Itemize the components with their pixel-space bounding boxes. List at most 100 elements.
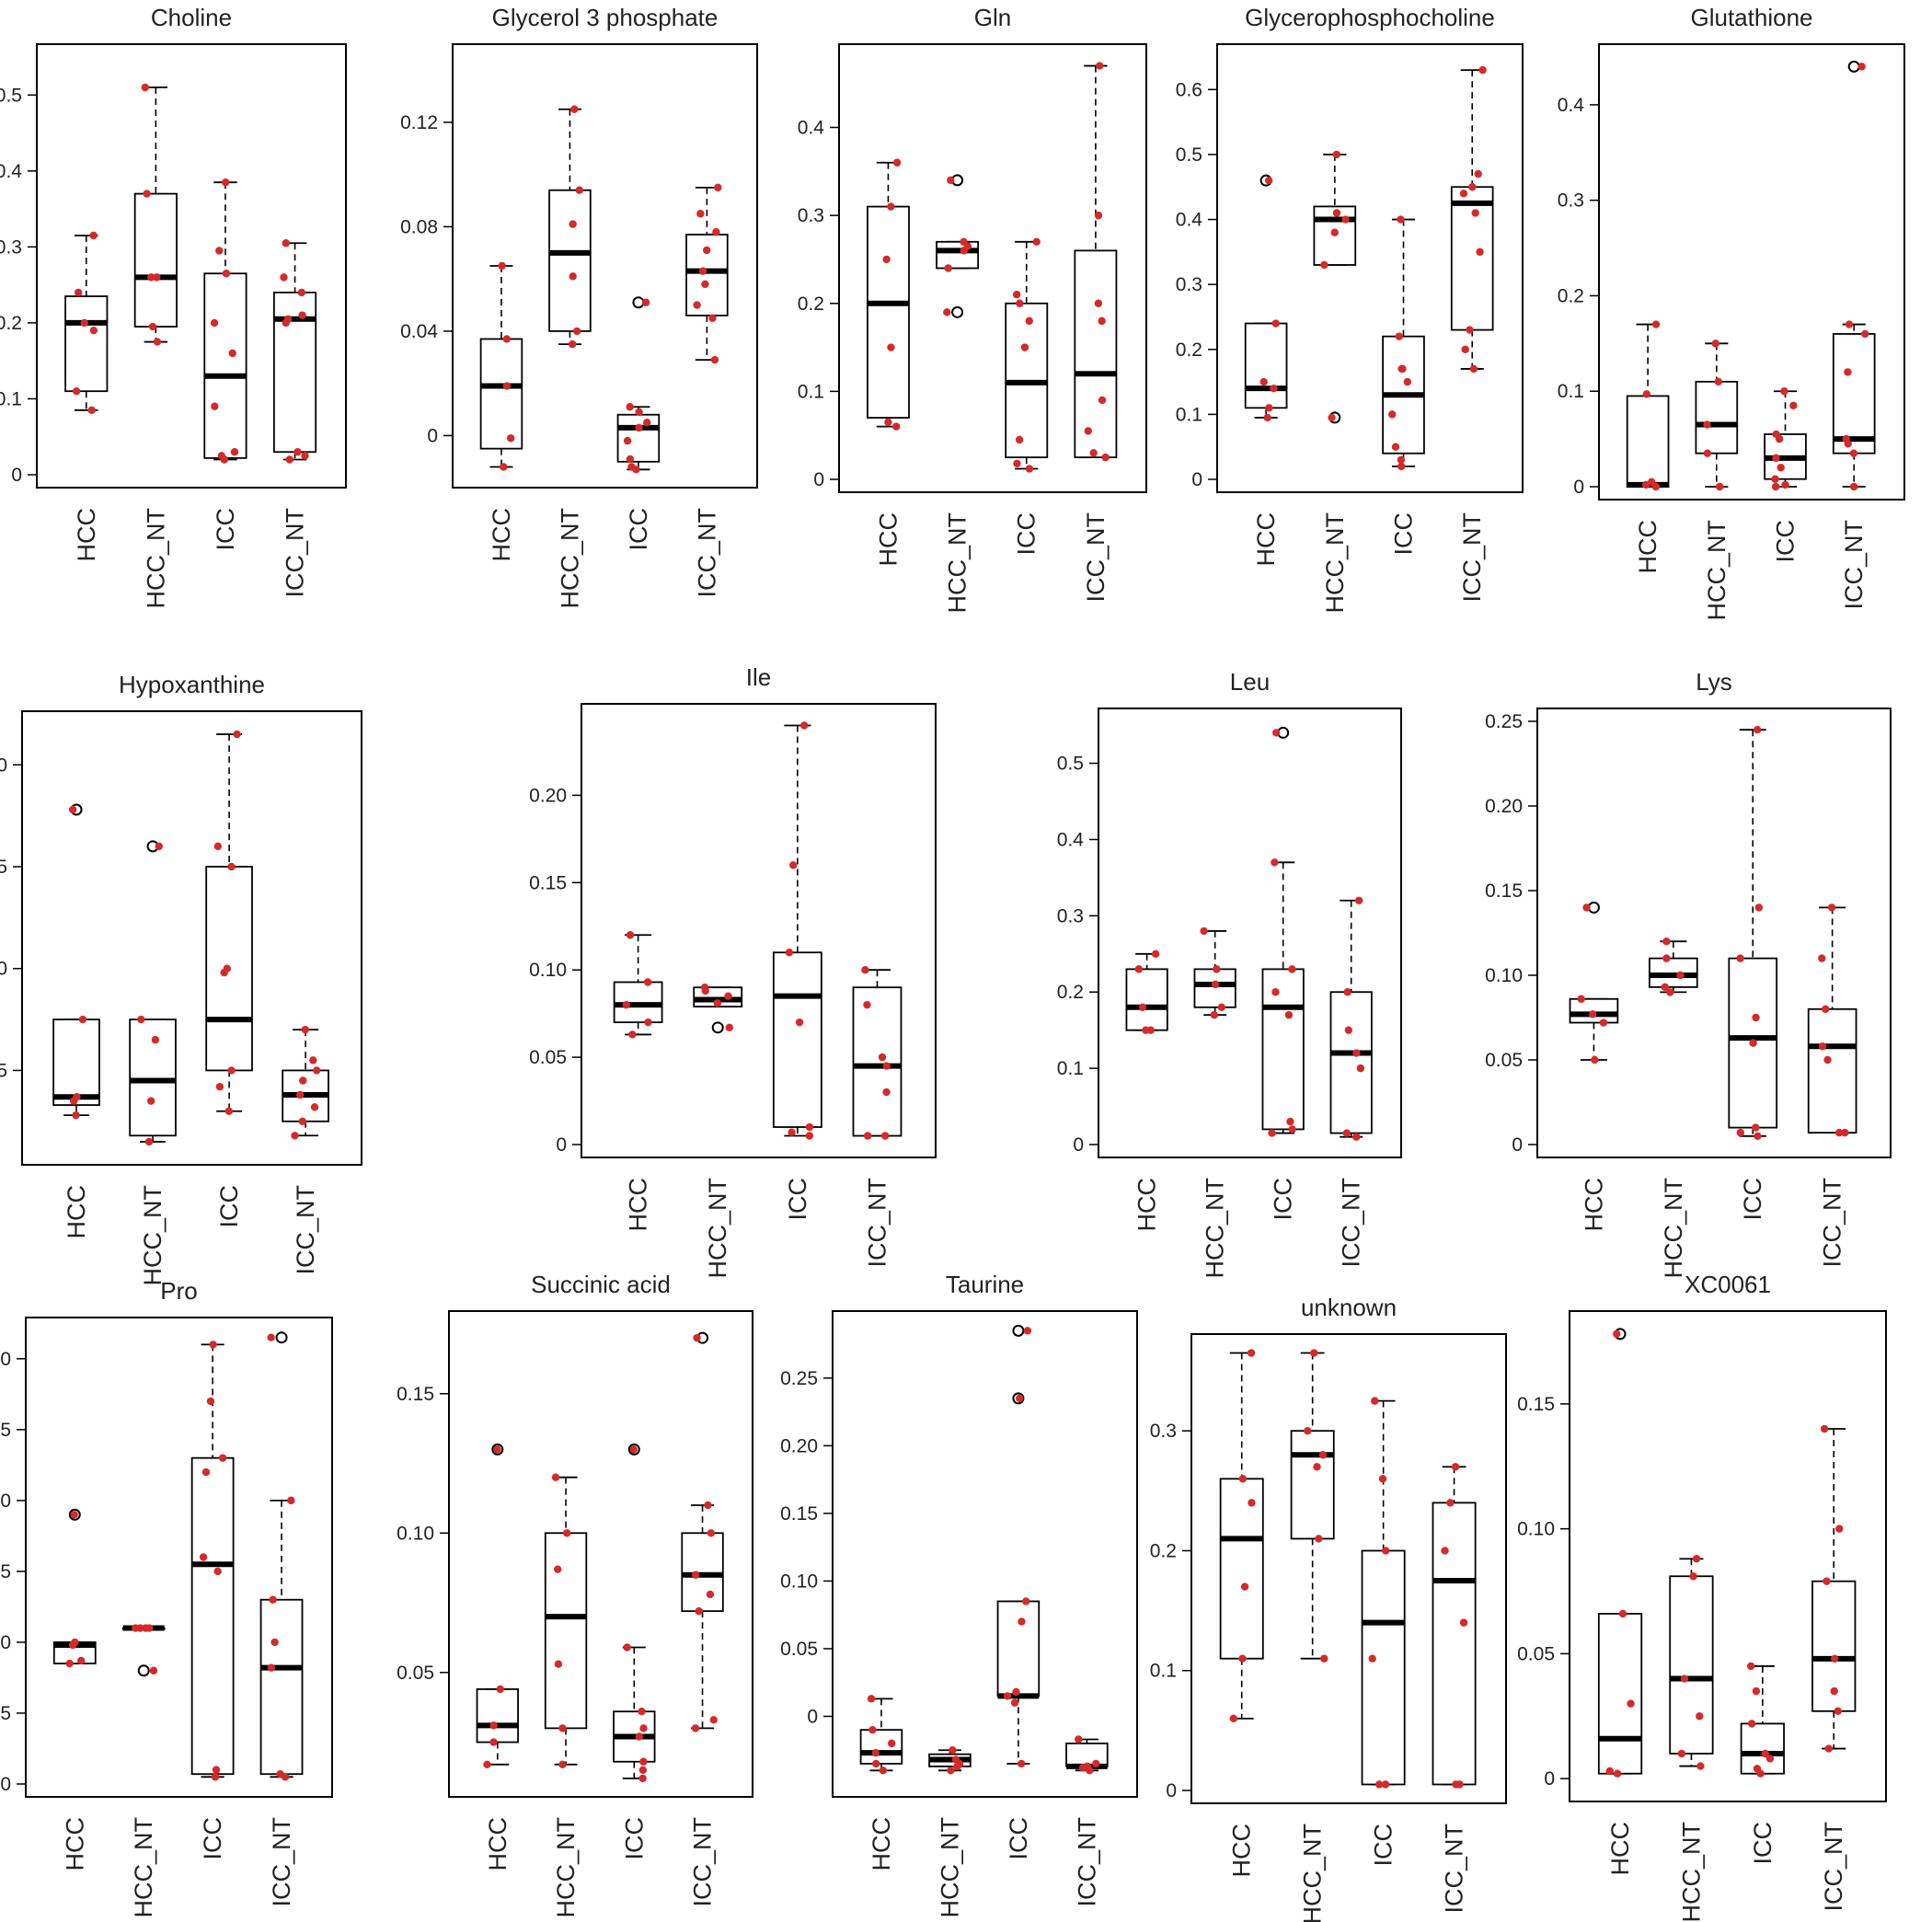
box-ICC	[772, 721, 822, 1140]
data-point	[892, 158, 902, 167]
data-point	[1692, 1555, 1701, 1563]
x-category-label: ICC_NT	[1073, 1817, 1100, 1907]
data-point	[626, 403, 634, 411]
data-point	[489, 1738, 498, 1746]
x-category-label: ICC	[1772, 520, 1800, 563]
data-point	[635, 423, 643, 432]
data-point	[644, 1018, 652, 1027]
y-tick-label: 0.4	[0, 161, 22, 182]
data-point	[1310, 1349, 1318, 1357]
data-point	[298, 311, 306, 319]
y-tick-label: 0.10	[0, 1632, 11, 1653]
y-tick-label: 0.2	[1176, 340, 1202, 361]
data-point	[285, 455, 294, 464]
data-point	[872, 1759, 880, 1768]
data-point	[622, 1000, 631, 1009]
box-body	[681, 1532, 724, 1613]
data-point	[301, 1025, 309, 1034]
data-point	[795, 1018, 804, 1027]
chart-panel-4: Glutathione 0 0.1 0.2 0.3 0.4 HCC HCC_NT ICC ICC_…	[1558, 4, 1905, 621]
data-point	[1272, 729, 1281, 737]
outlier-marker	[1012, 1324, 1025, 1337]
data-point	[1288, 965, 1296, 973]
data-point	[201, 1467, 211, 1477]
data-point	[1238, 1475, 1248, 1483]
data-point	[867, 1695, 876, 1703]
y-tick-label: 0.2	[1558, 285, 1584, 306]
box-HCC	[859, 1695, 903, 1775]
y-tick-label: 0.10	[0, 959, 7, 980]
x-category-label: HCC	[1606, 1822, 1634, 1876]
data-point	[1830, 1686, 1838, 1696]
data-point	[72, 387, 81, 396]
x-category-label: ICC	[199, 1817, 226, 1860]
box-ICC	[1764, 387, 1807, 491]
data-point	[1012, 290, 1021, 299]
data-point	[638, 1708, 646, 1716]
data-point	[1271, 319, 1280, 328]
box-body	[479, 338, 523, 450]
data-point	[1018, 1617, 1026, 1626]
data-point	[693, 301, 701, 309]
x-category-label: ICC_NT	[1441, 1824, 1468, 1914]
data-point	[489, 1721, 498, 1730]
data-point	[713, 999, 722, 1007]
x-category-label: HCC_NT	[139, 1185, 167, 1286]
y-tick-label: 0.20	[529, 785, 567, 806]
data-point	[1618, 1609, 1627, 1618]
data-point	[623, 436, 632, 445]
x-category-label: HCC	[61, 1817, 88, 1871]
x-category-label: HCC_NT	[704, 1178, 731, 1279]
data-point	[1661, 983, 1670, 992]
data-point	[149, 1666, 158, 1675]
chart-panel-13: XC0061 0 0.05 0.10 0.15 HCC HCC_NT ICC ICC_NT	[1517, 1271, 1887, 1922]
data-point	[1288, 1125, 1296, 1134]
box-HCC	[1244, 174, 1288, 422]
data-point	[1320, 260, 1328, 270]
y-tick-label: 0.05	[1485, 1050, 1523, 1071]
data-point	[1094, 299, 1103, 307]
data-point	[1016, 299, 1024, 307]
box-HCC	[1125, 949, 1168, 1034]
data-point	[144, 1137, 154, 1146]
plot-frame	[1536, 708, 1892, 1158]
data-point	[493, 1445, 501, 1454]
x-category-label: ICC	[212, 508, 239, 551]
data-point	[298, 1117, 307, 1125]
data-point	[863, 1132, 872, 1140]
x-category-label: HCC_NT	[1299, 1824, 1327, 1922]
data-point	[73, 1093, 81, 1101]
x-category-label: ICC_NT	[1338, 1178, 1365, 1268]
y-tick-label: 0.2	[1057, 982, 1084, 1003]
data-point	[1736, 1128, 1744, 1137]
outlier-marker	[491, 1443, 504, 1456]
chart-panel-0: Choline 0 0.1 0.2 0.3 0.4 0.5 HCC HCC_NT ICC ICC_N…	[0, 4, 347, 609]
chart-panel-6: Ile 0 0.05 0.10 0.15 0.20 HCC HCC_NT ICC ICC_NT	[529, 663, 937, 1279]
data-point	[1822, 1005, 1830, 1014]
box-ICC	[616, 296, 661, 474]
x-category-label: ICC	[1390, 512, 1418, 556]
data-point	[1471, 209, 1479, 217]
data-point	[153, 273, 161, 282]
data-point	[1834, 1707, 1842, 1716]
box-ICC_NT	[1811, 1424, 1857, 1753]
data-point	[1680, 1675, 1689, 1683]
x-category-label: HCC_NT	[1202, 1178, 1229, 1279]
data-point	[1777, 464, 1785, 472]
data-point	[1101, 453, 1110, 462]
data-point	[1651, 320, 1661, 328]
y-tick-label: 0	[556, 1134, 567, 1156]
data-point	[1397, 455, 1406, 465]
data-point	[558, 1724, 567, 1732]
plot-frame	[832, 1310, 1138, 1798]
plot-frame	[36, 43, 347, 489]
data-point	[1344, 1026, 1353, 1034]
data-point	[638, 1766, 648, 1775]
data-point	[280, 273, 288, 282]
y-tick-label: 0.20	[0, 1490, 11, 1512]
box-HCC_NT	[936, 174, 980, 318]
data-point	[1754, 1132, 1762, 1141]
x-category-label: HCC_NT	[944, 512, 972, 614]
box-body	[996, 1600, 1041, 1698]
